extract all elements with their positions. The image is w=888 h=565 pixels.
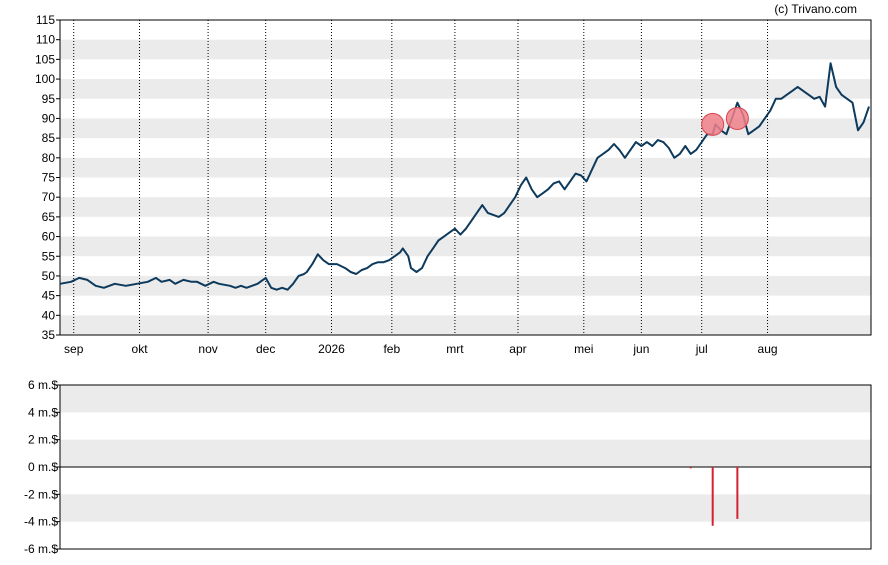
y-tick-label: 90: [42, 111, 56, 125]
y-tick-label: 45: [42, 289, 56, 303]
y-tick-label: 115: [36, 13, 55, 27]
y-tick-label: 80: [42, 151, 56, 165]
y-tick-label: 35: [42, 328, 56, 342]
y-tick-label: 60: [42, 230, 56, 244]
price-band: [60, 79, 871, 99]
y-tick-label: 50: [42, 269, 56, 283]
trade-marker: [701, 112, 725, 136]
y-tick-label: 85: [42, 131, 56, 145]
y-tick-label: 110: [36, 33, 55, 47]
price-band: [60, 275, 871, 296]
x-tick-label: mei: [574, 342, 593, 356]
price-band: [60, 236, 871, 257]
volume-band: [60, 385, 871, 413]
x-tick-label: nov: [198, 342, 217, 356]
volume-y-tick-label: -6 m.$: [24, 542, 58, 556]
x-tick-label: mrt: [446, 342, 464, 356]
price-band: [60, 39, 871, 60]
y-tick-label: 65: [42, 210, 56, 224]
volume-y-tick-label: 0 m.$: [28, 460, 58, 474]
volume-y-tick-label: 2 m.$: [28, 433, 58, 447]
x-tick-label: 2026: [318, 342, 345, 356]
trade-marker: [725, 106, 749, 130]
x-tick-label: dec: [256, 342, 275, 356]
y-tick-label: 70: [42, 190, 56, 204]
y-tick-label: 100: [35, 72, 55, 86]
x-tick-label: apr: [509, 342, 526, 356]
y-tick-label: 105: [35, 52, 55, 66]
price-band: [60, 118, 871, 139]
volume-band: [60, 439, 871, 467]
y-tick-label: 55: [42, 249, 56, 263]
x-tick-label: feb: [383, 342, 400, 356]
price-band: [60, 197, 871, 217]
volume-band: [60, 494, 871, 522]
volume-y-tick-label: 4 m.$: [28, 405, 58, 419]
x-tick-label: jul: [695, 342, 708, 356]
volume-y-tick-label: 6 m.$: [28, 378, 58, 392]
volume-y-tick-label: -4 m.$: [24, 515, 58, 529]
credit-text: (c) Trivano.com: [774, 2, 857, 16]
price-band: [60, 157, 871, 178]
y-tick-label: 75: [42, 171, 56, 185]
volume-y-tick-label: -2 m.$: [24, 487, 58, 501]
x-tick-label: okt: [132, 342, 149, 356]
x-tick-label: jun: [632, 342, 649, 356]
price-band: [60, 315, 871, 335]
y-tick-label: 95: [42, 92, 56, 106]
y-tick-label: 40: [42, 308, 56, 322]
x-tick-label: sep: [64, 342, 84, 356]
x-tick-label: aug: [758, 342, 778, 356]
